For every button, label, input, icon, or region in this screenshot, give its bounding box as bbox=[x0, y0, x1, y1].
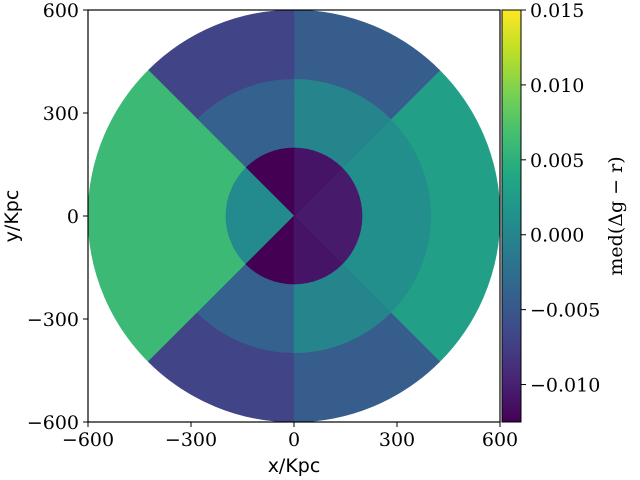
polar-bin-r2-15 bbox=[87, 69, 198, 363]
y-axis: −600 −300 0 300 600 bbox=[27, 0, 88, 434]
colorbar-tick-label: 0.000 bbox=[530, 225, 584, 247]
colorbar-frame bbox=[501, 9, 522, 423]
colorbar-tick-label: 0.010 bbox=[530, 75, 584, 97]
x-tick-label: 300 bbox=[379, 429, 415, 451]
y-axis-label: y/Kpc bbox=[1, 190, 23, 243]
y-tick-label: −300 bbox=[27, 309, 79, 331]
y-tick-label: 0 bbox=[67, 206, 79, 228]
colorbar-label: med(Δg − r) bbox=[605, 156, 627, 275]
x-axis: −600 −300 0 300 600 bbox=[62, 422, 518, 451]
colorbar-tick-label: −0.010 bbox=[530, 375, 600, 397]
colorbar-ticks: −0.010 −0.005 0.000 0.005 0.010 0.015 bbox=[521, 0, 600, 397]
x-tick-label: 600 bbox=[482, 429, 518, 451]
colorbar-tick-label: 0.005 bbox=[530, 150, 584, 172]
x-axis-label: x/Kpc bbox=[268, 455, 321, 477]
polar-bin-r2-12 bbox=[390, 69, 501, 363]
x-tick-label: −300 bbox=[165, 429, 217, 451]
x-tick-label: −600 bbox=[62, 429, 114, 451]
colorbar bbox=[502, 10, 521, 422]
y-tick-label: 300 bbox=[43, 103, 79, 125]
polar-bin-r2-17 bbox=[293, 312, 441, 423]
y-tick-label: 600 bbox=[43, 0, 79, 22]
x-tick-label: 0 bbox=[288, 429, 300, 451]
polar-bins bbox=[87, 9, 501, 423]
colorbar-tick-label: 0.015 bbox=[530, 0, 584, 22]
y-tick-label: −600 bbox=[27, 412, 79, 434]
colorbar-tick-label: −0.005 bbox=[530, 300, 600, 322]
